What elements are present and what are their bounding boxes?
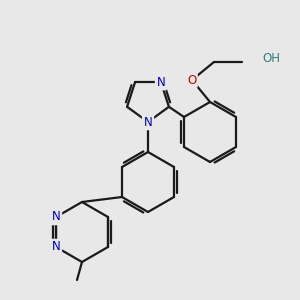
Text: O: O xyxy=(188,74,196,86)
Text: OH: OH xyxy=(262,52,280,64)
Text: N: N xyxy=(52,211,60,224)
Text: N: N xyxy=(144,116,152,128)
Text: N: N xyxy=(157,76,165,89)
Text: N: N xyxy=(52,241,60,254)
